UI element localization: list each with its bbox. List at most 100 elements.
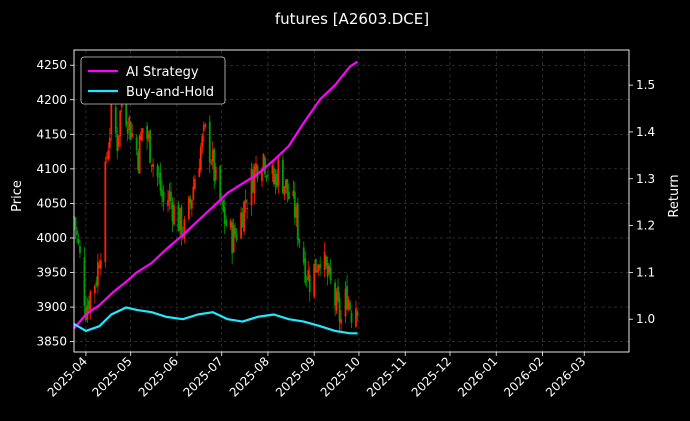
candle-body xyxy=(308,274,311,293)
candle-body xyxy=(211,149,214,162)
candle-body xyxy=(89,291,92,311)
y-left-tick-label: 3950 xyxy=(36,266,67,280)
candle-body xyxy=(356,311,359,316)
y-left-tick-label: 3850 xyxy=(36,335,67,349)
candle-body xyxy=(317,264,320,271)
candle-body xyxy=(161,189,163,197)
candle-body xyxy=(325,256,328,266)
candle-body xyxy=(261,172,263,182)
candle-body xyxy=(177,204,180,232)
candle-body xyxy=(105,157,108,159)
candle-body xyxy=(262,154,265,168)
candle-body xyxy=(156,164,159,177)
candle-body xyxy=(213,148,216,182)
candle-body xyxy=(208,121,211,163)
candle-body xyxy=(199,146,202,171)
candle-body xyxy=(328,265,331,274)
candle-body xyxy=(149,130,151,163)
y-right-tick-label: 1.1 xyxy=(636,265,655,279)
candle-body xyxy=(274,174,277,185)
candle-body xyxy=(335,291,338,311)
y-left-tick-label: 4050 xyxy=(36,196,67,210)
candle-body xyxy=(192,186,195,200)
candle-body xyxy=(307,270,310,281)
candle-body xyxy=(173,204,175,225)
candle-body xyxy=(305,278,308,280)
candle-body xyxy=(74,217,77,230)
candle-body xyxy=(265,175,268,178)
y-right-tick-label: 1.4 xyxy=(636,125,655,139)
legend-label-strategy: AI Strategy xyxy=(126,65,199,80)
legend-box xyxy=(80,56,226,105)
candle-body xyxy=(349,302,351,310)
candle-body xyxy=(347,300,350,310)
candle-body xyxy=(204,123,207,127)
chart-title: futures [A2603.DCE] xyxy=(275,10,429,28)
candle-body xyxy=(316,270,319,273)
legend: AI Strategy Buy-and-Hold xyxy=(80,56,226,105)
candle-body xyxy=(295,206,298,219)
candle-body xyxy=(131,133,134,137)
candle-body xyxy=(167,200,169,206)
candle-body xyxy=(271,165,274,174)
candle-body xyxy=(337,286,339,301)
y-left-tick-label: 4250 xyxy=(36,58,67,72)
y-right-tick-label: 1.2 xyxy=(636,219,655,233)
candle-body xyxy=(219,166,222,202)
candle-body xyxy=(267,174,269,176)
candle-body xyxy=(146,125,149,140)
candle-body xyxy=(323,251,326,270)
legend-label-buyhold: Buy-and-Hold xyxy=(126,85,214,100)
candle-body xyxy=(190,200,193,209)
candle-body xyxy=(179,208,181,231)
candle-body xyxy=(235,234,238,240)
plot-frame xyxy=(73,49,630,353)
candle-body xyxy=(108,137,111,148)
candle-body xyxy=(135,137,138,151)
candle-body xyxy=(231,222,234,254)
candle-body xyxy=(201,135,204,147)
return-lines xyxy=(73,60,359,335)
candle-body xyxy=(250,168,253,206)
y-left-tick-label: 4000 xyxy=(36,231,67,245)
candle-body xyxy=(264,157,266,175)
candle-body xyxy=(198,167,201,177)
candle-body xyxy=(187,196,190,219)
candle-body xyxy=(304,258,307,283)
candle-body xyxy=(159,172,162,192)
candle-body xyxy=(77,238,80,243)
candle-body xyxy=(229,221,232,228)
candle-body xyxy=(116,134,119,152)
candle-body xyxy=(222,200,225,212)
candle-body xyxy=(346,285,348,310)
candle-body xyxy=(158,176,160,178)
candle-body xyxy=(214,166,217,181)
candle-body xyxy=(329,267,332,281)
candle-body xyxy=(314,258,317,273)
candle-body xyxy=(125,98,128,126)
y-right-tick-label: 1.3 xyxy=(636,172,655,186)
y-axis-right-label: Return xyxy=(667,174,682,217)
candle-body xyxy=(344,288,347,317)
candle-body xyxy=(234,228,237,235)
candle-body xyxy=(129,121,132,141)
candle-body xyxy=(246,208,248,210)
candle-body xyxy=(244,199,247,204)
candle-body xyxy=(338,298,341,322)
candle-body xyxy=(240,212,242,239)
candle-body xyxy=(171,202,174,222)
candle-body xyxy=(223,207,226,224)
candle-body xyxy=(326,262,329,277)
candle-body xyxy=(162,191,165,202)
candle-body xyxy=(313,263,316,297)
y-right-tick-label: 1.0 xyxy=(636,312,655,326)
candle-body xyxy=(202,125,205,132)
candle-body xyxy=(183,219,186,239)
candle-body xyxy=(152,164,154,168)
candle-body xyxy=(241,212,244,228)
candle-body xyxy=(137,151,140,171)
candle-body xyxy=(225,220,228,226)
candle-body xyxy=(104,161,107,263)
candle-body xyxy=(114,106,117,134)
candle-body xyxy=(273,168,275,184)
